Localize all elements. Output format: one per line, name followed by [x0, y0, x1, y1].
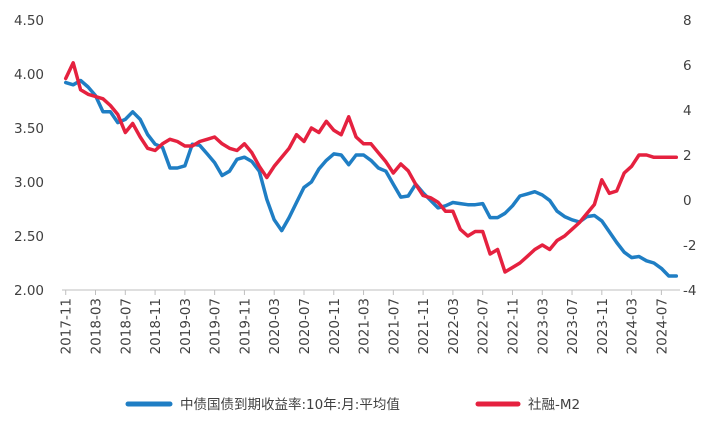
x-tick-label: 2018-07	[118, 298, 134, 354]
left-y-tick-label: 3.00	[14, 175, 44, 191]
x-tick-label: 2024-07	[654, 298, 670, 354]
x-tick-label: 2018-11	[148, 298, 164, 354]
x-tick-label: 2022-07	[476, 298, 492, 354]
x-tick-label: 2022-03	[446, 298, 462, 354]
x-tick-labels: 2017-11 2018-03 2018-07 2018-11 2019-03 2019-…	[59, 298, 671, 354]
right-y-tick-label: 8	[683, 13, 692, 29]
left-y-tick-label: 4.00	[14, 67, 44, 83]
plot-axes: 2017-11 2018-03 2018-07 2018-11 2019-03 2019-…	[14, 13, 697, 354]
series-line-bond-yield	[63, 78, 679, 278]
x-tick-label: 2019-07	[208, 298, 224, 354]
legend-label-bond-yield: 中债国债到期收益率:10年:月:平均值	[180, 396, 400, 413]
x-tick-label: 2020-03	[267, 298, 283, 354]
x-tick-label: 2024-03	[625, 298, 641, 354]
x-tick-label: 2021-11	[416, 298, 432, 354]
right-y-tick-label: 2	[683, 148, 692, 164]
left-y-tick-label: 2.00	[14, 283, 44, 299]
right-y-tick-label: -4	[683, 283, 696, 299]
right-y-tick-label: 6	[683, 58, 692, 74]
left-y-tick-label: 3.50	[14, 121, 44, 137]
left-y-tick-label: 4.50	[14, 13, 44, 29]
right-y-tick-labels: -4 -2 0 2 4 6 8	[683, 13, 696, 299]
left-y-tick-labels: 2.00 2.50 3.00 3.50 4.00 4.50	[14, 13, 44, 299]
x-tick-label: 2023-03	[535, 298, 551, 354]
x-tick-label: 2018-03	[89, 298, 105, 354]
left-y-tick-label: 2.50	[14, 229, 44, 245]
x-tick-label: 2023-07	[565, 298, 581, 354]
x-tick-label: 2020-11	[327, 298, 343, 354]
x-tick-label: 2022-11	[505, 298, 521, 354]
legend-label-tsf-m2: 社融-M2	[528, 397, 580, 413]
right-y-tick-label: 0	[683, 193, 692, 209]
x-tick-label: 2019-03	[178, 298, 194, 354]
series-layer	[63, 61, 679, 278]
x-tick-marks	[65, 290, 662, 295]
x-tick-label: 2020-07	[297, 298, 313, 354]
x-tick-label: 2023-11	[595, 298, 611, 354]
right-y-tick-label: -2	[683, 238, 696, 254]
x-tick-label: 2021-07	[386, 298, 402, 354]
right-y-tick-label: 4	[683, 103, 692, 119]
x-tick-label: 2017-11	[59, 298, 75, 354]
x-tick-label: 2019-11	[237, 298, 253, 354]
x-tick-label: 2021-03	[357, 298, 373, 354]
series-line-tsf-m2	[63, 61, 679, 274]
legend: 中债国债到期收益率:10年:月:平均值 社融-M2	[125, 396, 580, 413]
